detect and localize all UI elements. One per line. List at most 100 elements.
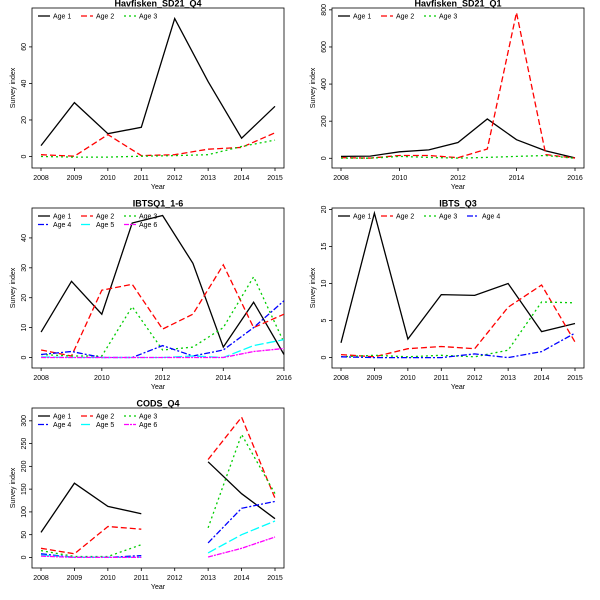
x-tick-label: 2012 xyxy=(167,575,183,582)
y-tick-label: 0 xyxy=(21,154,28,158)
y-tick-label: 50 xyxy=(21,531,28,539)
legend-label: Age 5 xyxy=(96,422,114,429)
y-tick-label: 250 xyxy=(21,438,28,450)
chart-title: IBTSQ1_1-6 xyxy=(133,199,184,209)
series-line xyxy=(41,275,285,357)
x-tick-label: 2010 xyxy=(94,375,110,382)
y-axis-label: Survey index xyxy=(10,267,17,308)
legend-label: Age 1 xyxy=(53,14,71,21)
y-tick-label: 0 xyxy=(21,355,28,359)
y-axis-label: Survey index xyxy=(10,67,17,108)
series-line xyxy=(207,432,276,529)
legend-label: Age 3 xyxy=(139,214,157,221)
x-tick-label: 2013 xyxy=(200,575,216,582)
series-line xyxy=(40,525,142,555)
series-age-1 xyxy=(40,214,285,355)
x-tick-label: 2011 xyxy=(134,175,149,182)
series-age-2 xyxy=(340,12,576,159)
legend-label: Age 1 xyxy=(353,214,371,221)
y-tick-label: 100 xyxy=(21,506,28,518)
y-axis-label: Survey index xyxy=(10,467,17,508)
series-age-4 xyxy=(40,500,276,559)
x-tick-label: 2008 xyxy=(333,375,349,382)
legend-label: Age 1 xyxy=(53,414,71,421)
x-tick-label: 2009 xyxy=(67,175,83,182)
series-age-3 xyxy=(340,154,576,159)
x-tick-label: 2012 xyxy=(467,375,483,382)
series-age-3 xyxy=(41,275,285,357)
legend-label: Age 3 xyxy=(139,414,157,421)
plot-frame xyxy=(31,207,285,369)
series-line xyxy=(340,12,576,159)
x-axis-label: Year xyxy=(151,384,166,391)
x-axis-label: Year xyxy=(451,384,466,391)
x-tick-label: 2011 xyxy=(134,575,149,582)
x-axis-label: Year xyxy=(151,584,166,591)
x-axis-label: Year xyxy=(451,184,466,191)
y-tick-label: 15 xyxy=(321,243,328,251)
x-tick-label: 2016 xyxy=(567,175,583,182)
series-line xyxy=(41,300,285,359)
chart-panel-3: IBTSQ1_1-6 2008 2010 2012 2014 2016 Year 0 10 20 3… xyxy=(10,199,292,392)
chart-title: CODS_Q4 xyxy=(136,399,179,409)
plot-frame xyxy=(31,407,285,569)
series-line xyxy=(207,536,276,558)
series-line xyxy=(40,555,142,559)
legend-label: Age 2 xyxy=(96,14,114,21)
legend-label: Age 2 xyxy=(96,214,114,221)
x-tick-label: 2012 xyxy=(450,175,466,182)
plot-frame xyxy=(31,7,285,169)
series-age-1 xyxy=(40,16,276,146)
series-age-3 xyxy=(40,432,276,558)
y-tick-label: 150 xyxy=(21,483,28,495)
legend-label: Age 2 xyxy=(396,14,414,21)
y-tick-label: 40 xyxy=(21,234,28,242)
x-tick-label: 2008 xyxy=(333,175,349,182)
series-age-1 xyxy=(340,210,576,343)
series-line xyxy=(40,139,276,158)
series-age-2 xyxy=(340,284,576,358)
series-line xyxy=(40,482,142,533)
x-tick-label: 2014 xyxy=(234,175,250,182)
x-tick-label: 2012 xyxy=(155,375,171,382)
series-line xyxy=(207,461,276,520)
y-tick-label: 0 xyxy=(321,156,328,160)
series-line xyxy=(207,520,276,554)
y-tick-label: 40 xyxy=(21,79,28,87)
series-line xyxy=(340,118,576,159)
series-line xyxy=(40,16,276,146)
y-tick-label: 200 xyxy=(321,115,328,127)
series-line xyxy=(40,263,285,357)
x-tick-label: 2014 xyxy=(234,575,250,582)
legend-label: Age 4 xyxy=(53,422,71,429)
x-tick-label: 2010 xyxy=(100,575,116,582)
chart-panel-2: Havfisken_SD21_Q1 2008 2010 2012 2014 2016 Yea… xyxy=(310,0,585,191)
x-tick-label: 2009 xyxy=(67,575,83,582)
legend-label: Age 4 xyxy=(53,222,71,229)
series-line xyxy=(340,301,576,358)
series-age-1 xyxy=(40,461,276,533)
x-tick-label: 2010 xyxy=(400,375,416,382)
x-tick-label: 2014 xyxy=(534,375,550,382)
x-tick-label: 2015 xyxy=(567,375,583,382)
x-tick-label: 2010 xyxy=(100,175,116,182)
series-line xyxy=(40,214,285,355)
y-tick-label: 600 xyxy=(321,41,328,53)
series-age-6 xyxy=(41,347,285,359)
plot-frame xyxy=(331,7,585,169)
y-tick-label: 0 xyxy=(21,555,28,559)
legend-label: Age 6 xyxy=(139,422,157,429)
y-tick-label: 60 xyxy=(21,43,28,51)
series-age-2 xyxy=(40,263,285,357)
y-axis-label: Survey index xyxy=(310,67,317,108)
x-axis-label: Year xyxy=(151,184,166,191)
legend-label: Age 2 xyxy=(396,214,414,221)
series-line xyxy=(207,415,276,499)
chart-title: Havfisken_SD21_Q1 xyxy=(414,0,501,9)
x-tick-label: 2012 xyxy=(167,175,183,182)
series-line xyxy=(340,154,576,159)
x-tick-label: 2008 xyxy=(33,375,49,382)
legend-label: Age 6 xyxy=(139,222,157,229)
